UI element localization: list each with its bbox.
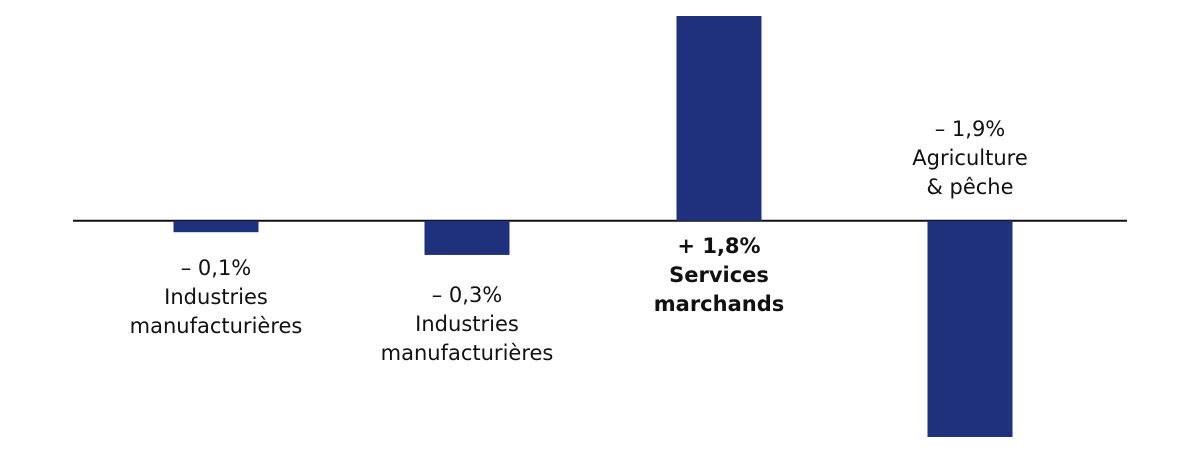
category-label: manufacturières	[381, 341, 554, 365]
bar	[424, 220, 510, 255]
bar	[173, 220, 259, 233]
value-label: – 0,1%	[181, 256, 252, 280]
category-label: Agriculture	[912, 146, 1028, 170]
value-label: – 0,3%	[432, 283, 503, 307]
category-label: manufacturières	[130, 314, 303, 338]
category-label: marchands	[654, 292, 784, 316]
category-label: Industries	[415, 312, 519, 336]
category-label: Services	[669, 263, 769, 287]
bar	[927, 220, 1013, 437]
value-label: + 1,8%	[677, 234, 760, 258]
category-label: Industries	[164, 285, 268, 309]
category-label: & pêche	[926, 175, 1013, 199]
bar	[676, 16, 762, 221]
value-label: – 1,9%	[935, 117, 1006, 141]
